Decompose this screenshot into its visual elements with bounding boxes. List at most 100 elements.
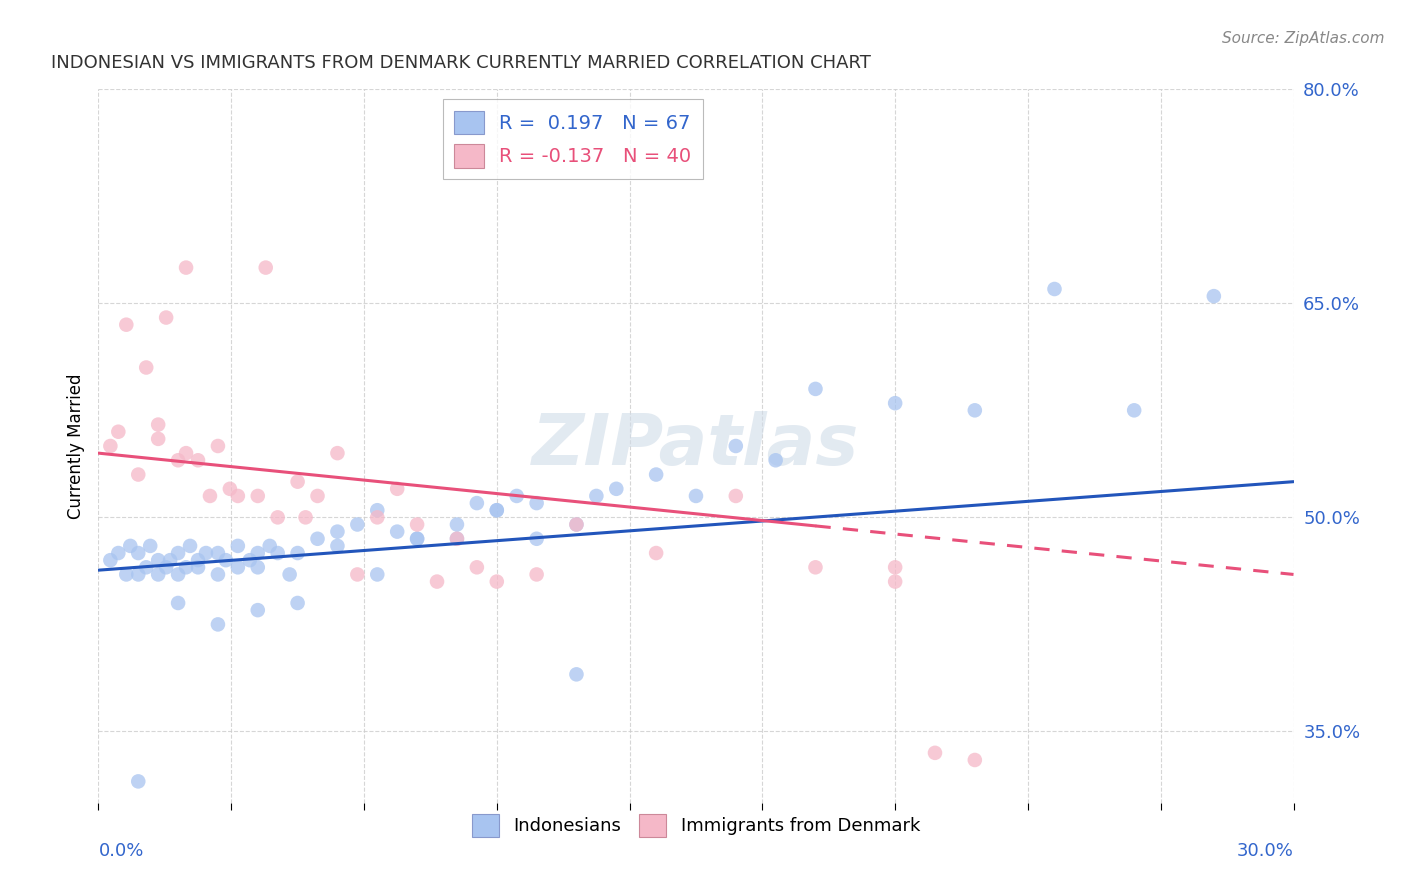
Point xyxy=(526,567,548,582)
Point xyxy=(287,596,309,610)
Point xyxy=(446,532,468,546)
Point xyxy=(963,403,986,417)
Point xyxy=(107,546,129,560)
Point xyxy=(246,546,269,560)
Point xyxy=(98,439,122,453)
Point xyxy=(465,560,488,574)
Point xyxy=(804,382,827,396)
Legend: Indonesians, Immigrants from Denmark: Indonesians, Immigrants from Denmark xyxy=(464,807,928,844)
Point xyxy=(198,489,221,503)
Point xyxy=(167,596,190,610)
Point xyxy=(485,574,508,589)
Point xyxy=(963,753,986,767)
Point xyxy=(804,560,827,574)
Point xyxy=(406,532,429,546)
Point xyxy=(465,496,488,510)
Point xyxy=(526,496,548,510)
Point xyxy=(135,560,157,574)
Point xyxy=(207,439,229,453)
Point xyxy=(346,567,368,582)
Point xyxy=(307,489,329,503)
Point xyxy=(187,553,209,567)
Point xyxy=(127,567,149,582)
Point xyxy=(526,532,548,546)
Point xyxy=(884,560,907,574)
Point xyxy=(294,510,316,524)
Point xyxy=(148,432,170,446)
Point xyxy=(98,553,122,567)
Point xyxy=(326,446,349,460)
Point xyxy=(645,546,668,560)
Point xyxy=(174,260,197,275)
Point xyxy=(366,567,388,582)
Text: Source: ZipAtlas.com: Source: ZipAtlas.com xyxy=(1222,31,1385,46)
Point xyxy=(246,603,269,617)
Point xyxy=(148,567,170,582)
Point xyxy=(924,746,946,760)
Point xyxy=(179,539,201,553)
Point xyxy=(148,417,170,432)
Point xyxy=(565,517,588,532)
Point xyxy=(884,396,907,410)
Point xyxy=(115,567,138,582)
Point xyxy=(1123,403,1146,417)
Point xyxy=(226,539,249,553)
Point xyxy=(219,482,242,496)
Point xyxy=(346,517,368,532)
Point xyxy=(115,318,138,332)
Point xyxy=(267,510,290,524)
Point xyxy=(307,532,329,546)
Point xyxy=(127,774,149,789)
Point xyxy=(187,560,209,574)
Point xyxy=(259,539,281,553)
Point xyxy=(174,560,197,574)
Point xyxy=(385,524,409,539)
Point xyxy=(174,446,197,460)
Point xyxy=(326,524,349,539)
Point xyxy=(159,553,181,567)
Point xyxy=(1043,282,1066,296)
Point xyxy=(585,489,607,503)
Point xyxy=(385,482,409,496)
Point xyxy=(366,510,388,524)
Point xyxy=(326,539,349,553)
Point xyxy=(239,553,262,567)
Point xyxy=(207,617,229,632)
Point xyxy=(406,532,429,546)
Point xyxy=(287,475,309,489)
Point xyxy=(120,539,142,553)
Point xyxy=(685,489,707,503)
Point xyxy=(446,532,468,546)
Point xyxy=(446,517,468,532)
Point xyxy=(127,467,149,482)
Point xyxy=(215,553,238,567)
Point xyxy=(155,560,177,574)
Point xyxy=(187,453,209,467)
Point xyxy=(506,489,529,503)
Point xyxy=(226,560,249,574)
Point xyxy=(155,310,177,325)
Point xyxy=(485,503,508,517)
Text: 0.0%: 0.0% xyxy=(98,842,143,860)
Point xyxy=(246,489,269,503)
Point xyxy=(884,574,907,589)
Point xyxy=(139,539,162,553)
Point xyxy=(267,546,290,560)
Point xyxy=(195,546,218,560)
Point xyxy=(226,489,249,503)
Point xyxy=(485,503,508,517)
Point xyxy=(724,489,747,503)
Point xyxy=(167,567,190,582)
Point xyxy=(366,503,388,517)
Point xyxy=(765,453,787,467)
Point xyxy=(167,546,190,560)
Text: INDONESIAN VS IMMIGRANTS FROM DENMARK CURRENTLY MARRIED CORRELATION CHART: INDONESIAN VS IMMIGRANTS FROM DENMARK CU… xyxy=(51,54,870,72)
Point xyxy=(426,574,449,589)
Point xyxy=(107,425,129,439)
Point xyxy=(1202,289,1225,303)
Point xyxy=(287,546,309,560)
Point xyxy=(565,667,588,681)
Point xyxy=(565,517,588,532)
Point xyxy=(278,567,301,582)
Point xyxy=(605,482,627,496)
